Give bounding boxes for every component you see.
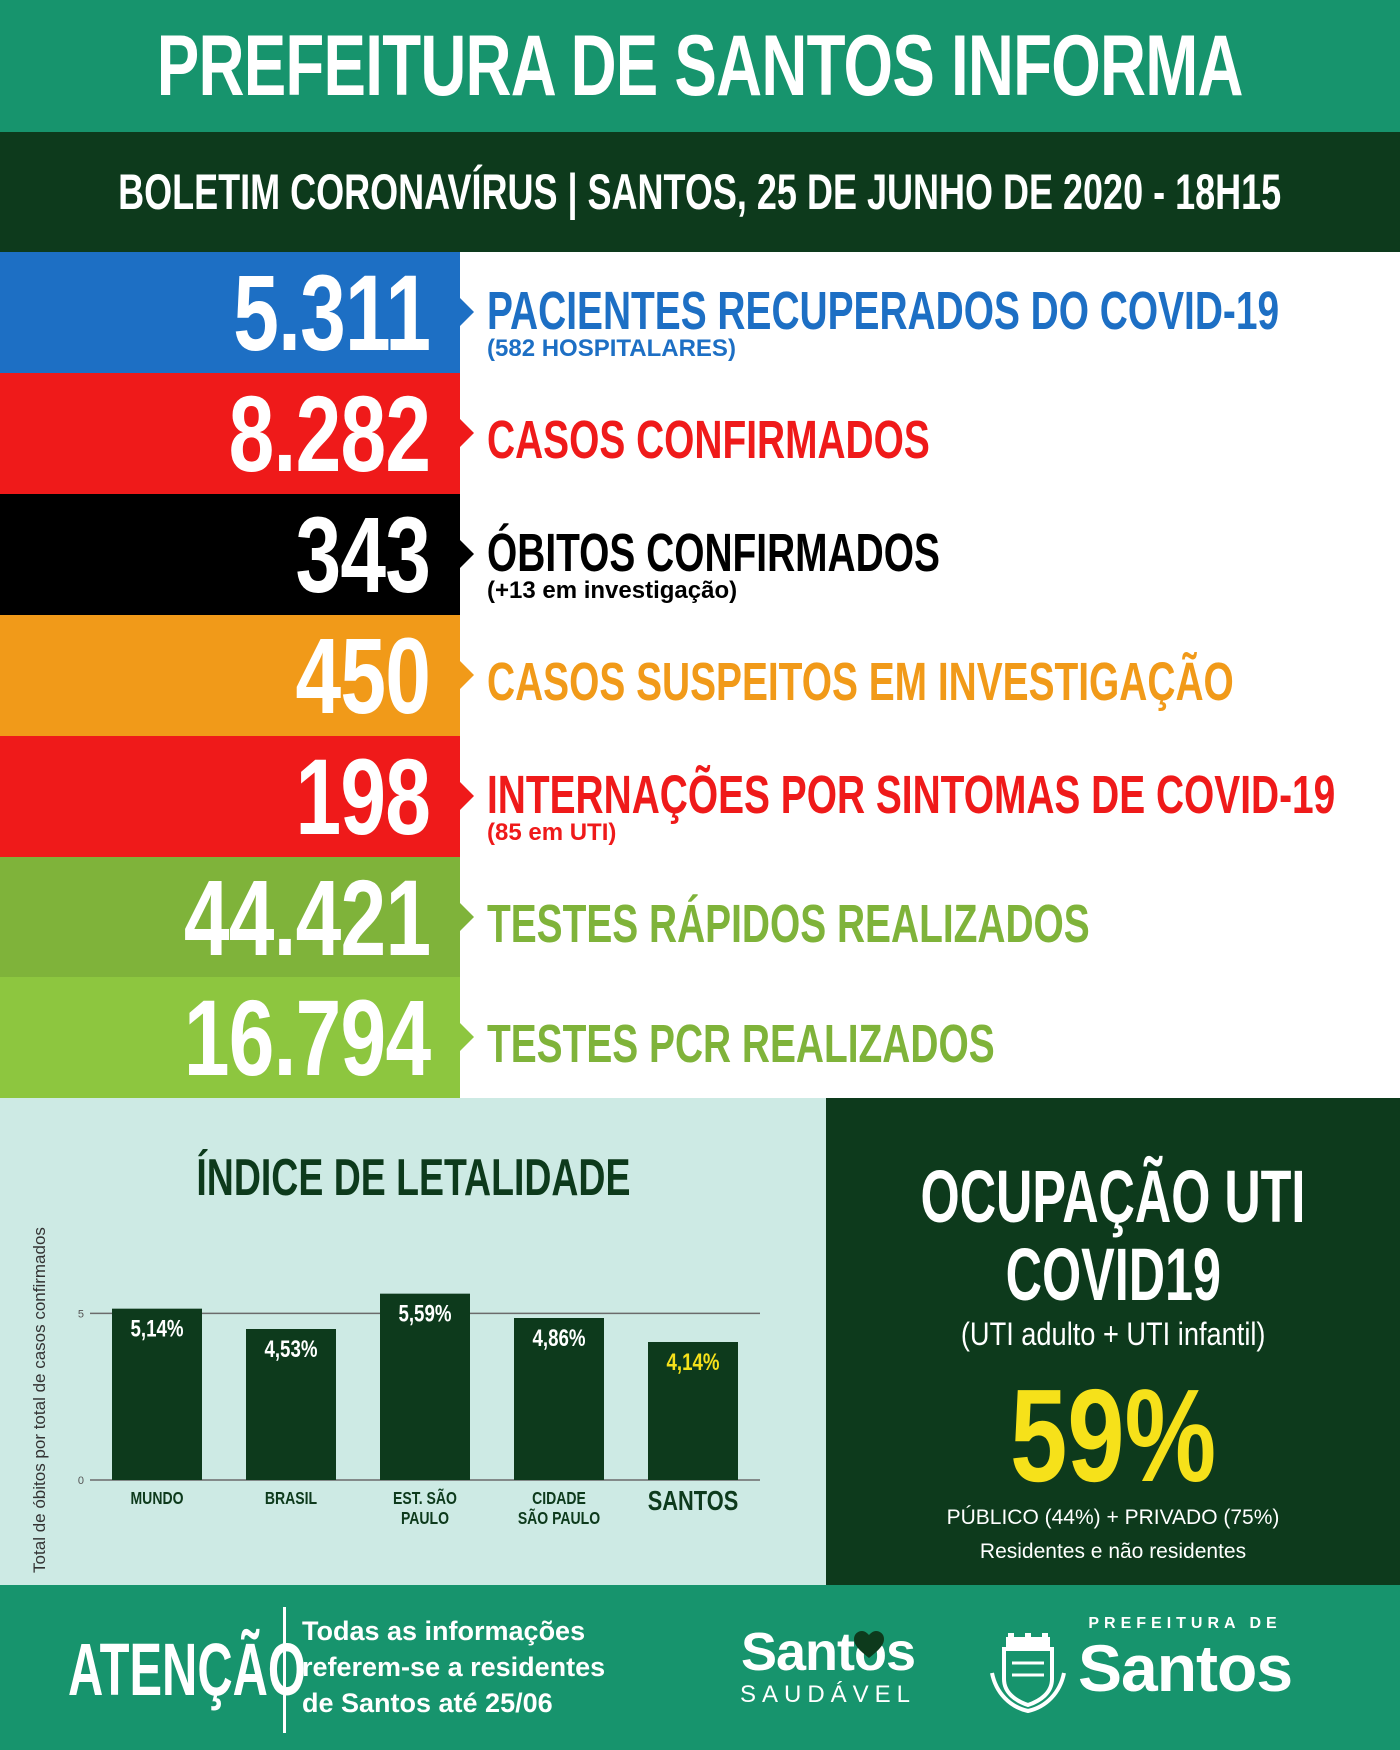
arrow-icon xyxy=(460,419,474,447)
stat-label: CASOS SUSPEITOS EM INVESTIGAÇÃO xyxy=(487,652,1234,712)
stat-row-confirmed: 8.282 CASOS CONFIRMADOS xyxy=(0,373,1400,494)
chart-title: ÍNDICE DE LETALIDADE xyxy=(0,1148,826,1208)
icu-subtitle: (UTI adulto + UTI infantil) xyxy=(826,1316,1400,1353)
stat-value-box: 198 xyxy=(0,736,460,857)
prefeitura-logo-text: PREFEITURA DE Santos xyxy=(1078,1615,1293,1705)
arrow-icon xyxy=(460,782,474,810)
stat-sublabel: (85 em UTI) xyxy=(487,819,617,846)
arrow-icon xyxy=(460,1023,474,1051)
icu-subtitle-text: (UTI adulto + UTI infantil) xyxy=(960,1316,1266,1352)
stat-value: 198 xyxy=(295,736,430,857)
stat-value-box: 44.421 xyxy=(0,857,460,978)
page-title: PREFEITURA DE SANTOS INFORMA xyxy=(157,17,1244,114)
stat-value-box: 5.311 xyxy=(0,252,460,373)
stat-value-box: 8.282 xyxy=(0,373,460,494)
stat-value: 16.794 xyxy=(183,977,431,1098)
bar xyxy=(380,1293,470,1480)
icu-title-line2: COVID19 xyxy=(1005,1233,1221,1316)
page-footer: ATENÇÃO Todas as informações referem-se … xyxy=(0,1585,1400,1750)
santos-saudavel-sub: SAUDÁVEL xyxy=(739,1681,917,1708)
stat-label: INTERNAÇÕES POR SINTOMAS DE COVID-19 xyxy=(487,765,1336,825)
attention-label: ATENÇÃO xyxy=(68,1628,306,1711)
arrow-icon xyxy=(460,298,474,326)
bar xyxy=(514,1318,604,1480)
x-tick-label: EST. SÃO xyxy=(393,1486,457,1508)
heart-icon xyxy=(854,1631,884,1658)
stat-row-rapid-tests: 44.421 TESTES RÁPIDOS REALIZADOS xyxy=(0,857,1400,978)
lethality-panel: ÍNDICE DE LETALIDADE Total de óbitos por… xyxy=(0,1098,826,1585)
stat-value-box: 343 xyxy=(0,494,460,615)
x-tick-label: BRASIL xyxy=(265,1488,317,1508)
bulletin-bar: BOLETIM CORONAVÍRUS | SANTOS, 25 DE JUNH… xyxy=(0,132,1400,252)
icu-title-line1: OCUPAÇÃO UTI xyxy=(920,1155,1306,1238)
footer-divider xyxy=(283,1607,286,1733)
icu-occupancy-panel: OCUPAÇÃO UTI COVID19 (UTI adulto + UTI i… xyxy=(826,1098,1400,1585)
stat-label: ÓBITOS CONFIRMADOS xyxy=(487,523,940,583)
x-tick-label: SANTOS xyxy=(648,1485,739,1516)
stat-label: TESTES PCR REALIZADOS xyxy=(487,1014,995,1074)
x-tick-label: MUNDO xyxy=(131,1488,184,1508)
bar-value-label: 4,86% xyxy=(532,1325,585,1352)
bar-value-label: 5,14% xyxy=(130,1315,183,1342)
arrow-icon xyxy=(460,903,474,931)
stat-value: 8.282 xyxy=(228,373,430,494)
stat-label: PACIENTES RECUPERADOS DO COVID-19 xyxy=(487,281,1280,341)
stat-sublabel: (+13 em investigação) xyxy=(487,577,738,604)
bar xyxy=(112,1308,202,1480)
chart-title-text: ÍNDICE DE LETALIDADE xyxy=(195,1149,631,1207)
stat-row-deaths: 343 ÓBITOS CONFIRMADOS (+13 em investiga… xyxy=(0,494,1400,615)
y-tick-label: 0 xyxy=(78,1475,84,1487)
city-coat-of-arms-icon xyxy=(990,1633,1066,1713)
prefeitura-big: Santos xyxy=(1078,1631,1293,1705)
bar-value-label: 5,59% xyxy=(398,1300,451,1327)
bar xyxy=(246,1329,336,1480)
arrow-icon xyxy=(460,661,474,689)
stat-row-suspected: 450 CASOS SUSPEITOS EM INVESTIGAÇÃO xyxy=(0,615,1400,736)
stat-value-box: 16.794 xyxy=(0,977,460,1098)
stat-value-box: 450 xyxy=(0,615,460,736)
icu-title: OCUPAÇÃO UTI COVID19 xyxy=(826,1158,1400,1314)
icu-note: Residentes e não residentes xyxy=(979,1540,1247,1563)
bar xyxy=(648,1342,738,1480)
stat-row-pcr-tests: 16.794 TESTES PCR REALIZADOS xyxy=(0,977,1400,1098)
stat-row-recovered: 5.311 PACIENTES RECUPERADOS DO COVID-19 … xyxy=(0,252,1400,373)
x-tick-label: PAULO xyxy=(401,1508,449,1528)
stat-value: 450 xyxy=(295,615,430,736)
stat-label: CASOS CONFIRMADOS xyxy=(487,410,930,470)
stat-value: 5.311 xyxy=(232,252,431,373)
page-header: PREFEITURA DE SANTOS INFORMA xyxy=(0,0,1400,132)
stat-row-hospitalized: 198 INTERNAÇÕES POR SINTOMAS DE COVID-19… xyxy=(0,736,1400,857)
x-tick-label: CIDADE xyxy=(532,1488,586,1508)
lethality-chart: 0 5 5,14% MUNDO 4,53% BRASIL 5,59% EST. SÃOPAUL… xyxy=(78,1293,760,1528)
arrow-icon xyxy=(460,540,474,568)
icu-percent-value: 59% xyxy=(1009,1362,1217,1509)
stat-sublabel: (582 HOSPITALARES) xyxy=(487,335,736,362)
x-tick-label: SÃO PAULO xyxy=(518,1506,600,1528)
stat-value: 343 xyxy=(295,494,430,615)
stat-value: 44.421 xyxy=(183,857,431,978)
icu-breakdown: PÚBLICO (44%) + PRIVADO (75%) xyxy=(946,1506,1280,1529)
santos-saudavel-logo: Santos SAUDÁVEL xyxy=(728,1623,928,1709)
y-tick-label: 5 xyxy=(78,1308,84,1320)
footer-note: Todas as informações referem-se a reside… xyxy=(302,1616,606,1718)
icu-percent: 59% xyxy=(826,1360,1400,1511)
prefeitura-small: PREFEITURA DE xyxy=(1088,1615,1282,1632)
bar-value-label: 4,14% xyxy=(666,1349,719,1376)
stat-label: TESTES RÁPIDOS REALIZADOS xyxy=(487,894,1090,954)
santos-saudavel-word: Santos xyxy=(740,1622,916,1682)
bar-value-label: 4,53% xyxy=(264,1336,317,1363)
bulletin-title: BOLETIM CORONAVÍRUS | SANTOS, 25 DE JUNH… xyxy=(118,164,1282,220)
